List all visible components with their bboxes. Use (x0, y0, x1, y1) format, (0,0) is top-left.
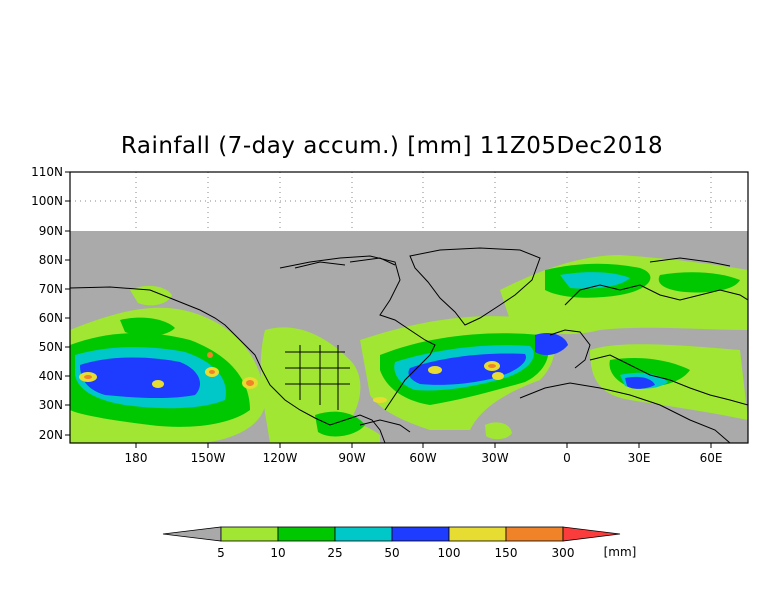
lat-tick-label: 50N (39, 340, 63, 354)
latitude-axis (65, 171, 70, 436)
legend-label: 300 (552, 546, 575, 560)
legend-swatch (277, 526, 336, 542)
lon-tick-label: 60E (700, 451, 723, 465)
legend-swatch (448, 526, 507, 542)
lat-tick-label: 60N (39, 311, 63, 325)
grid-lines (70, 172, 748, 231)
legend-label: 5 (217, 546, 225, 560)
lon-tick-label: 0 (563, 451, 571, 465)
lat-tick-label: 80N (39, 253, 63, 267)
coastlines (70, 247, 748, 443)
lat-tick-label: 30N (39, 398, 63, 412)
lon-tick-label: 90W (338, 451, 365, 465)
legend-swatch (334, 526, 393, 542)
lat-tick-label: 110N (31, 165, 63, 179)
legend-label: 150 (495, 546, 518, 560)
lon-tick-label: 120W (263, 451, 298, 465)
legend-swatch (391, 526, 450, 542)
legend-label: 10 (270, 546, 285, 560)
legend-label: 50 (384, 546, 399, 560)
lon-tick-label: 30W (481, 451, 508, 465)
lat-tick-label: 70N (39, 282, 63, 296)
lon-tick-label: 150W (191, 451, 226, 465)
legend-over-triangle (562, 526, 621, 542)
lon-tick-label: 30E (628, 451, 651, 465)
lat-tick-label: 20N (39, 428, 63, 442)
legend-label: 100 (438, 546, 461, 560)
rainfall-field (70, 255, 748, 443)
legend-label: 25 (327, 546, 342, 560)
map-title: Rainfall (7-day accum.) [mm] 11Z05Dec201… (120, 133, 664, 159)
legend-under-triangle (162, 526, 222, 542)
plot-frame (69, 171, 749, 444)
legend-unit: [mm] (604, 545, 637, 559)
color-legend (162, 526, 621, 542)
lon-tick-label: 60W (409, 451, 436, 465)
lat-tick-label: 90N (39, 224, 63, 238)
lat-tick-label: 40N (39, 369, 63, 383)
lon-tick-label: 180 (125, 451, 148, 465)
lat-tick-label: 100N (31, 194, 63, 208)
longitude-axis (135, 443, 712, 448)
legend-swatch (220, 526, 279, 542)
legend-swatch (505, 526, 564, 542)
